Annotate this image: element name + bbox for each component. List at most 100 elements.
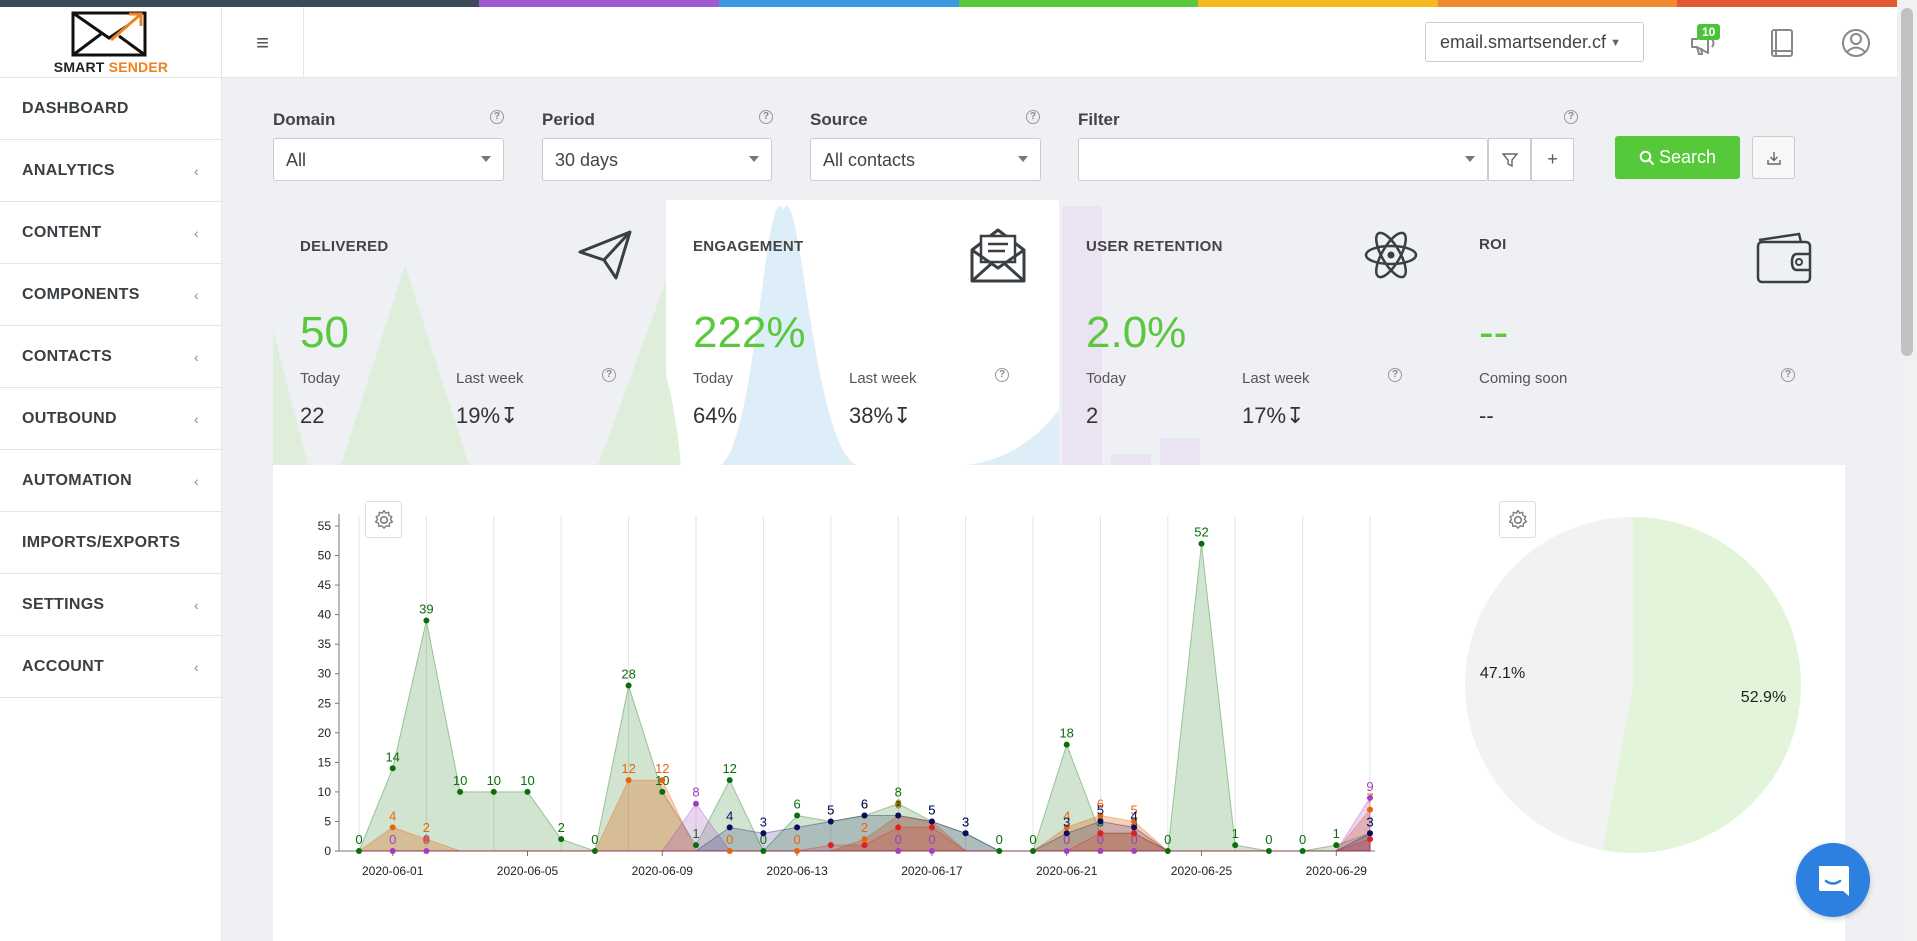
data-point[interactable]: [1097, 812, 1104, 819]
sidebar-item-account[interactable]: ACCOUNT ‹: [0, 636, 221, 698]
data-point[interactable]: [794, 824, 801, 831]
data-point[interactable]: [928, 818, 935, 825]
data-point[interactable]: [760, 848, 767, 854]
data-point[interactable]: [1367, 794, 1373, 801]
stat-card-delivered[interactable]: DELIVERED 50 Today Last week ? 22 19%↧: [273, 200, 666, 465]
filter-help-icon[interactable]: ?: [1564, 110, 1578, 124]
sidebar-item-components[interactable]: COMPONENTS ‹: [0, 264, 221, 326]
data-point[interactable]: [1299, 848, 1306, 854]
menu-toggle-button[interactable]: ≡: [222, 7, 304, 78]
period-filter-select[interactable]: 30 days: [542, 138, 772, 181]
data-point[interactable]: [1097, 830, 1104, 837]
source-help-icon[interactable]: ?: [1026, 110, 1040, 124]
data-point[interactable]: [861, 812, 868, 819]
data-point[interactable]: [1131, 830, 1138, 837]
data-point[interactable]: [1333, 842, 1340, 849]
search-button[interactable]: Search: [1615, 136, 1740, 179]
data-point[interactable]: [1097, 848, 1104, 854]
stat-card-engagement[interactable]: ENGAGEMENT 222% Today Last week ? 64% 38…: [666, 200, 1059, 465]
data-point[interactable]: [693, 800, 699, 807]
filter-funnel-button[interactable]: [1488, 138, 1531, 181]
page-scrollbar[interactable]: [1897, 0, 1917, 941]
domain-filter-select[interactable]: All: [273, 138, 504, 181]
sidebar-item-content[interactable]: CONTENT ‹: [0, 202, 221, 264]
data-point[interactable]: [1131, 818, 1138, 825]
data-point[interactable]: [726, 777, 733, 784]
data-point[interactable]: [962, 830, 969, 837]
live-chat-button[interactable]: [1796, 843, 1870, 917]
data-point[interactable]: [423, 848, 430, 854]
card-help-icon[interactable]: ?: [1388, 368, 1402, 382]
data-point[interactable]: [726, 824, 733, 831]
sidebar-item-analytics[interactable]: ANALYTICS ‹: [0, 140, 221, 202]
data-point[interactable]: [1198, 540, 1205, 547]
filter-select[interactable]: [1078, 138, 1488, 181]
export-button[interactable]: [1752, 136, 1795, 179]
data-point[interactable]: [1097, 818, 1104, 825]
data-point[interactable]: [861, 842, 868, 849]
data-point[interactable]: [1131, 824, 1138, 831]
sidebar-item-outbound[interactable]: OUTBOUND ‹: [0, 388, 221, 450]
source-filter-select[interactable]: All contacts: [810, 138, 1041, 181]
data-point[interactable]: [895, 800, 902, 807]
data-point[interactable]: [490, 788, 497, 795]
data-point[interactable]: [1131, 848, 1138, 854]
chart-settings-button[interactable]: [365, 501, 402, 538]
data-point[interactable]: [659, 788, 666, 795]
data-point[interactable]: [625, 777, 632, 784]
data-point[interactable]: [827, 842, 834, 849]
sidebar-item-settings[interactable]: SETTINGS ‹: [0, 574, 221, 636]
user-icon[interactable]: [1840, 27, 1872, 59]
data-point[interactable]: [659, 777, 666, 784]
data-point[interactable]: [693, 842, 699, 849]
data-point[interactable]: [895, 848, 902, 854]
data-point[interactable]: [558, 836, 565, 843]
book-icon[interactable]: [1766, 27, 1798, 59]
data-point[interactable]: [996, 848, 1003, 854]
pie-slice[interactable]: [1465, 517, 1633, 851]
data-point[interactable]: [861, 836, 868, 843]
data-point[interactable]: [423, 617, 430, 624]
data-point[interactable]: [895, 812, 902, 819]
data-point[interactable]: [928, 824, 935, 831]
data-point[interactable]: [794, 848, 801, 854]
logo[interactable]: SMART SENDER: [0, 7, 222, 78]
stat-card-roi[interactable]: ROI -- Coming soon ? --: [1452, 200, 1845, 465]
data-point[interactable]: [1164, 848, 1171, 854]
data-point[interactable]: [591, 848, 598, 854]
sidebar-item-dashboard[interactable]: DASHBOARD: [0, 78, 221, 140]
data-point[interactable]: [827, 818, 834, 825]
data-point[interactable]: [1367, 806, 1373, 813]
data-point[interactable]: [928, 848, 935, 854]
data-point[interactable]: [895, 824, 902, 831]
card-help-icon[interactable]: ?: [602, 368, 616, 382]
data-point[interactable]: [1063, 830, 1070, 837]
sidebar-item-contacts[interactable]: CONTACTS ‹: [0, 326, 221, 388]
sidebar-item-imports-exports[interactable]: IMPORTS/EXPORTS: [0, 512, 221, 574]
data-point[interactable]: [1265, 848, 1272, 854]
add-filter-button[interactable]: +: [1531, 138, 1574, 181]
card-help-icon[interactable]: ?: [1781, 368, 1795, 382]
pie-settings-button[interactable]: [1499, 501, 1536, 538]
pie-slice[interactable]: [1602, 517, 1802, 853]
data-point[interactable]: [457, 788, 464, 795]
data-point[interactable]: [1232, 842, 1239, 849]
data-point[interactable]: [1367, 830, 1373, 837]
data-point[interactable]: [389, 765, 396, 772]
data-point[interactable]: [423, 836, 430, 843]
scrollbar-thumb[interactable]: [1901, 8, 1913, 356]
data-point[interactable]: [625, 682, 632, 689]
data-point[interactable]: [1367, 836, 1373, 843]
data-point[interactable]: [1063, 824, 1070, 831]
data-point[interactable]: [1030, 848, 1036, 854]
data-point[interactable]: [760, 830, 767, 837]
data-point[interactable]: [356, 848, 362, 854]
domain-switcher[interactable]: email.smartsender.cf ▼: [1425, 22, 1644, 62]
data-point[interactable]: [389, 824, 396, 831]
domain-help-icon[interactable]: ?: [490, 110, 504, 124]
data-point[interactable]: [726, 848, 733, 854]
stat-card-user-retention[interactable]: USER RETENTION 2.0% Today Last week ? 2 …: [1059, 200, 1452, 465]
period-help-icon[interactable]: ?: [759, 110, 773, 124]
data-point[interactable]: [524, 788, 531, 795]
sidebar-item-automation[interactable]: AUTOMATION ‹: [0, 450, 221, 512]
